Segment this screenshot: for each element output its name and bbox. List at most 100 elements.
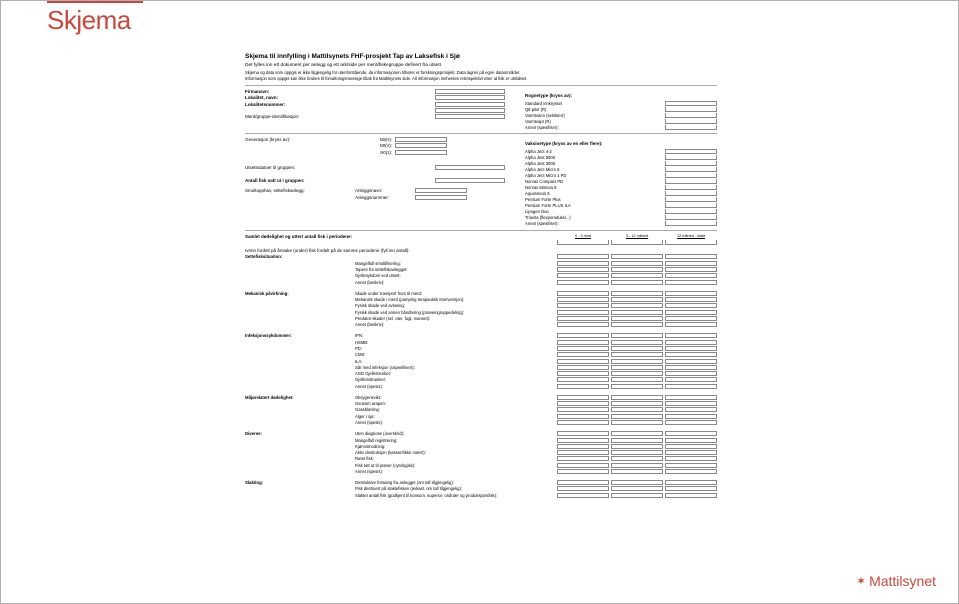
input-box[interactable] (557, 297, 609, 302)
input-box[interactable] (611, 463, 663, 468)
input-box[interactable] (665, 407, 717, 412)
input-box[interactable] (557, 469, 609, 474)
input-box[interactable] (611, 444, 663, 449)
input-box[interactable] (557, 384, 609, 389)
input-box[interactable] (557, 456, 609, 461)
input-box[interactable] (665, 119, 717, 124)
input-box[interactable] (665, 365, 717, 370)
input-box[interactable] (557, 240, 609, 245)
input-box[interactable] (611, 371, 663, 376)
input-box[interactable] (665, 463, 717, 468)
input-box[interactable] (665, 444, 717, 449)
input-box[interactable] (557, 333, 609, 338)
input-box[interactable] (435, 178, 505, 183)
input-box[interactable] (611, 267, 663, 272)
input-box[interactable] (665, 486, 717, 491)
input-box[interactable] (665, 493, 717, 498)
input-box[interactable] (611, 420, 663, 425)
input-box[interactable] (557, 431, 609, 436)
input-box[interactable] (557, 340, 609, 345)
input-box[interactable] (611, 291, 663, 296)
input-box[interactable] (665, 303, 717, 308)
input-box[interactable] (611, 240, 663, 245)
input-box[interactable] (665, 438, 717, 443)
input-box[interactable] (557, 280, 609, 285)
input-box[interactable] (665, 322, 717, 327)
input-box[interactable] (665, 333, 717, 338)
input-box[interactable] (557, 407, 609, 412)
input-box[interactable] (665, 179, 717, 184)
input-box[interactable] (665, 173, 717, 178)
input-box[interactable] (557, 254, 609, 259)
input-box[interactable] (665, 113, 717, 118)
input-box[interactable] (665, 352, 717, 357)
input-box[interactable] (395, 143, 447, 148)
input-box[interactable] (665, 469, 717, 474)
input-box[interactable] (665, 384, 717, 389)
input-box[interactable] (665, 291, 717, 296)
input-box[interactable] (665, 297, 717, 302)
input-box[interactable] (665, 197, 717, 202)
input-box[interactable] (665, 209, 717, 214)
input-box[interactable] (611, 297, 663, 302)
input-box[interactable] (557, 486, 609, 491)
input-box[interactable] (557, 346, 609, 351)
input-box[interactable] (611, 280, 663, 285)
input-box[interactable] (665, 371, 717, 376)
input-box[interactable] (611, 493, 663, 498)
input-box[interactable] (665, 310, 717, 315)
input-box[interactable] (611, 384, 663, 389)
input-box[interactable] (665, 273, 717, 278)
input-box[interactable] (611, 333, 663, 338)
input-box[interactable] (611, 407, 663, 412)
input-box[interactable] (611, 359, 663, 364)
input-box[interactable] (665, 161, 717, 166)
input-box[interactable] (611, 469, 663, 474)
input-box[interactable] (665, 420, 717, 425)
input-box[interactable] (665, 316, 717, 321)
input-box[interactable] (557, 365, 609, 370)
input-box[interactable] (665, 359, 717, 364)
input-box[interactable] (665, 254, 717, 259)
input-box[interactable] (611, 438, 663, 443)
input-box[interactable] (665, 414, 717, 419)
input-box[interactable] (395, 137, 447, 142)
input-box[interactable] (665, 191, 717, 196)
input-box[interactable] (415, 188, 467, 193)
input-box[interactable] (557, 480, 609, 485)
input-box[interactable] (435, 102, 505, 107)
input-box[interactable] (557, 438, 609, 443)
input-box[interactable] (665, 240, 717, 245)
input-box[interactable] (557, 316, 609, 321)
input-box[interactable] (557, 303, 609, 308)
input-box[interactable] (557, 414, 609, 419)
input-box[interactable] (557, 322, 609, 327)
input-box[interactable] (557, 493, 609, 498)
input-box[interactable] (665, 340, 717, 345)
input-box[interactable] (611, 310, 663, 315)
input-box[interactable] (611, 450, 663, 455)
input-box[interactable] (557, 444, 609, 449)
input-box[interactable] (435, 89, 505, 94)
input-box[interactable] (665, 261, 717, 266)
input-box[interactable] (611, 340, 663, 345)
input-box[interactable] (665, 185, 717, 190)
input-box[interactable] (665, 221, 717, 226)
input-box[interactable] (611, 401, 663, 406)
input-box[interactable] (611, 456, 663, 461)
input-box[interactable] (611, 395, 663, 400)
input-box[interactable] (665, 346, 717, 351)
input-box[interactable] (611, 486, 663, 491)
input-box[interactable] (557, 310, 609, 315)
input-box[interactable] (611, 365, 663, 370)
input-box[interactable] (557, 352, 609, 357)
input-box[interactable] (435, 108, 505, 113)
input-box[interactable] (611, 414, 663, 419)
input-box[interactable] (557, 359, 609, 364)
input-box[interactable] (665, 401, 717, 406)
input-box[interactable] (557, 395, 609, 400)
input-box[interactable] (611, 273, 663, 278)
input-box[interactable] (611, 480, 663, 485)
input-box[interactable] (665, 280, 717, 285)
input-box[interactable] (611, 377, 663, 382)
